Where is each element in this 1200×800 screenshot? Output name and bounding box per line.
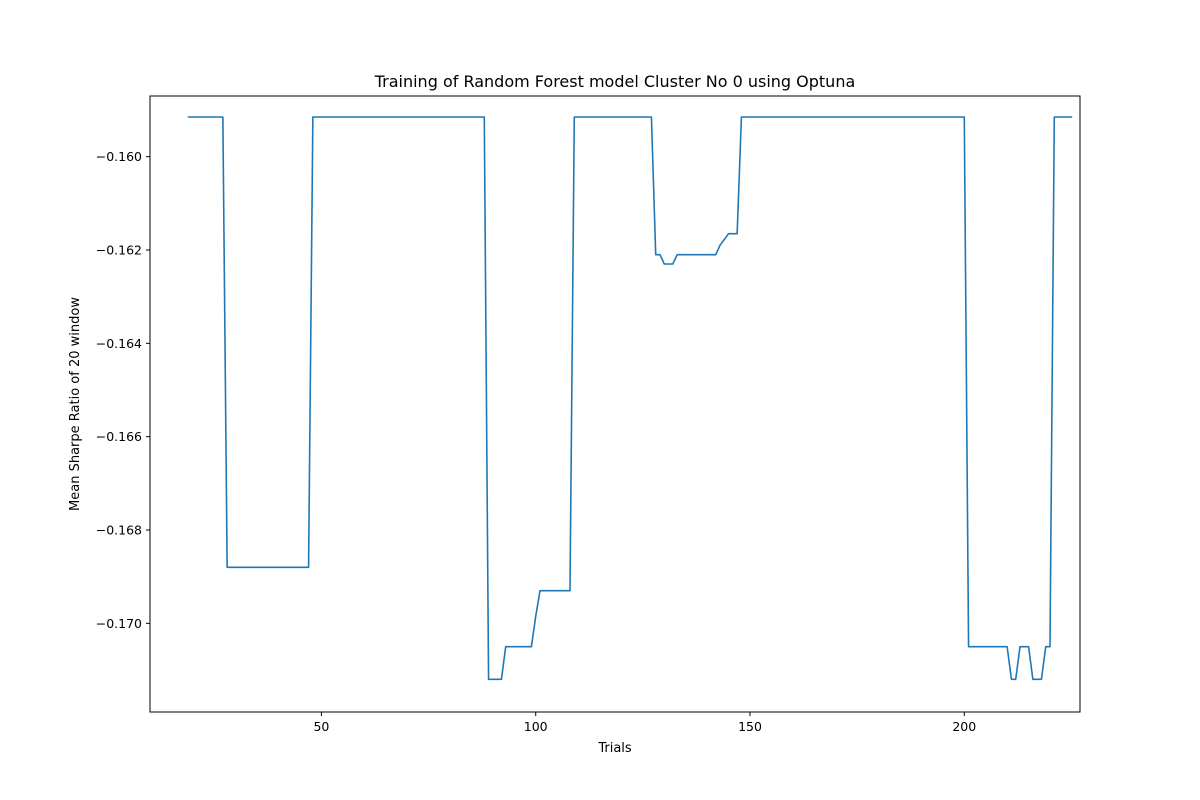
series-line-0 (187, 116, 1073, 681)
y-axis-label: Mean Sharpe Ratio of 20 window (68, 297, 83, 511)
y-tick-label: −0.168 (96, 523, 142, 538)
y-tick-label: −0.170 (96, 616, 142, 631)
chart-title: Training of Random Forest model Cluster … (374, 72, 856, 91)
y-axis-ticks: −0.160 −0.162 −0.164 −0.166 −0.168 −0.170 (96, 149, 150, 631)
x-tick-label: 150 (738, 719, 762, 734)
x-tick-label: 200 (952, 719, 976, 734)
x-axis-label: Trials (597, 741, 632, 756)
x-tick-label: 50 (313, 719, 329, 734)
y-tick-label: −0.160 (96, 149, 142, 164)
x-axis-ticks: 50 100 150 200 (313, 712, 976, 734)
y-tick-label: −0.162 (96, 243, 142, 258)
series-layer (187, 116, 1073, 681)
y-tick-label: −0.164 (96, 336, 142, 351)
y-tick-label: −0.166 (96, 429, 142, 444)
plot-area-frame (149, 95, 1081, 713)
x-tick-label: 100 (524, 719, 548, 734)
